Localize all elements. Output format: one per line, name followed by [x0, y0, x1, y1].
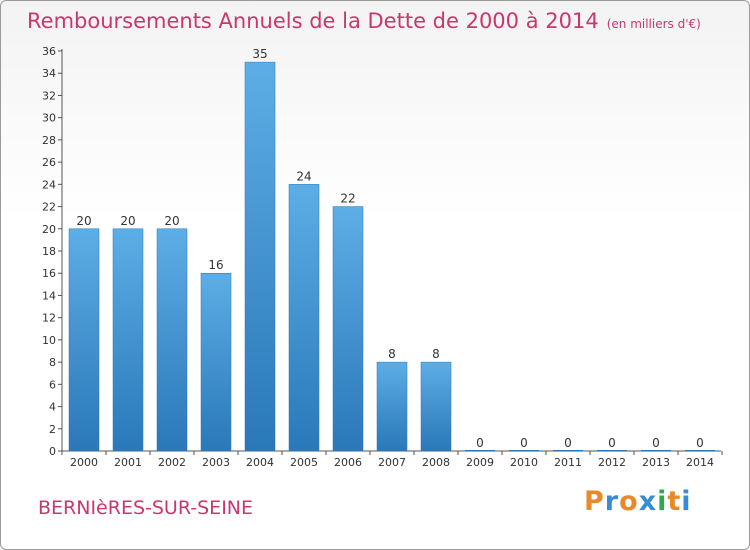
y-tick-label: 6 — [49, 378, 56, 391]
x-tick-label: 2000 — [70, 456, 98, 469]
chart-labels: 20 2000 20 2001 20 2002 16 2003 35 2004 24 2005 22 20… — [70, 47, 714, 469]
bar-value-label: 16 — [208, 258, 223, 272]
bar-value-label: 20 — [164, 214, 179, 228]
commune-name: BERNIèRES-SUR-SEINE — [38, 497, 254, 519]
logo-letter: t — [667, 486, 682, 517]
y-tick-label: 30 — [42, 112, 56, 125]
bar-value-label: 20 — [120, 214, 135, 228]
logo-letter: i — [681, 486, 692, 517]
x-tick-label: 2014 — [686, 456, 714, 469]
bar — [68, 228, 100, 452]
bar-value-label: 8 — [388, 347, 396, 361]
x-tick-label: 2010 — [510, 456, 538, 469]
bar-value-label: 35 — [252, 47, 267, 61]
bar — [244, 61, 276, 452]
y-tick-label: 36 — [42, 45, 56, 58]
bar-value-label: 20 — [76, 214, 91, 228]
y-tick-label: 32 — [42, 89, 56, 102]
x-tick-label: 2009 — [466, 456, 494, 469]
y-tick-label: 22 — [42, 201, 56, 214]
y-tick-label: 26 — [42, 156, 56, 169]
bar — [376, 361, 408, 452]
x-tick-label: 2012 — [598, 456, 626, 469]
x-tick-label: 2008 — [422, 456, 450, 469]
bar-value-label: 0 — [476, 436, 484, 450]
y-tick-label: 18 — [42, 245, 56, 258]
y-tick-label: 16 — [42, 267, 56, 280]
x-tick-label: 2013 — [642, 456, 670, 469]
chart-unit: (en milliers d'€) — [606, 17, 701, 31]
x-tick-label: 2004 — [246, 456, 274, 469]
bar — [156, 228, 188, 452]
y-tick-label: 4 — [49, 401, 56, 414]
y-tick-label: 28 — [42, 134, 56, 147]
x-tick-label: 2001 — [114, 456, 142, 469]
bar — [200, 272, 232, 452]
y-tick-label: 10 — [42, 334, 56, 347]
proxiti-logo[interactable]: Proxiti — [584, 486, 692, 517]
y-tick-label: 20 — [42, 223, 56, 236]
logo-letter: r — [604, 486, 620, 517]
x-tick-label: 2005 — [290, 456, 318, 469]
x-tick-label: 2006 — [334, 456, 362, 469]
y-tick-label: 14 — [42, 289, 56, 302]
x-tick-label: 2003 — [202, 456, 230, 469]
chart-title: Remboursements Annuels de la Dette de 20… — [27, 9, 701, 33]
bar — [288, 184, 320, 452]
x-tick-label: 2002 — [158, 456, 186, 469]
y-tick-label: 2 — [49, 423, 56, 436]
bar — [420, 361, 452, 452]
logo-letter: x — [638, 486, 658, 517]
logo-letter: P — [584, 486, 605, 517]
bar-value-label: 0 — [564, 436, 572, 450]
bar-value-label: 8 — [432, 347, 440, 361]
bar-value-label: 0 — [608, 436, 616, 450]
chart-bars — [68, 61, 715, 452]
bar-value-label: 24 — [296, 169, 311, 183]
y-tick-label: 8 — [49, 356, 56, 369]
y-tick-label: 12 — [42, 312, 56, 325]
y-tick-label: 0 — [49, 445, 56, 458]
logo-letter: o — [619, 486, 639, 517]
bar-value-label: 0 — [520, 436, 528, 450]
bar — [332, 206, 364, 452]
x-tick-label: 2011 — [554, 456, 582, 469]
bar-value-label: 22 — [340, 192, 355, 206]
y-tick-label: 24 — [42, 178, 56, 191]
chart-title-text: Remboursements Annuels de la Dette de 20… — [27, 9, 599, 33]
bar-value-label: 0 — [652, 436, 660, 450]
y-tick-label: 34 — [42, 67, 56, 80]
bar — [112, 228, 144, 452]
bar-value-label: 0 — [696, 436, 704, 450]
x-tick-label: 2007 — [378, 456, 406, 469]
logo-letter: i — [657, 486, 668, 517]
